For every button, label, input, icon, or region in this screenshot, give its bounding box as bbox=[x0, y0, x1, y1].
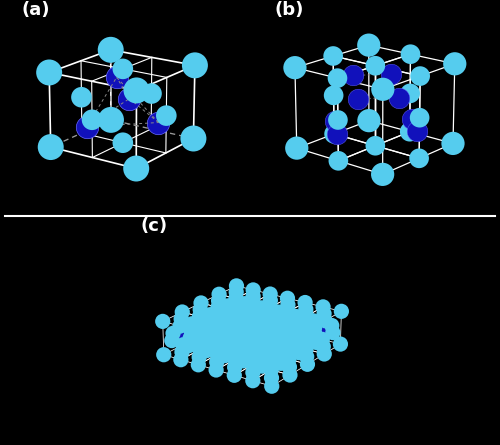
Text: (b): (b) bbox=[274, 1, 304, 19]
Text: (c): (c) bbox=[141, 218, 168, 235]
Text: (a): (a) bbox=[22, 1, 50, 19]
